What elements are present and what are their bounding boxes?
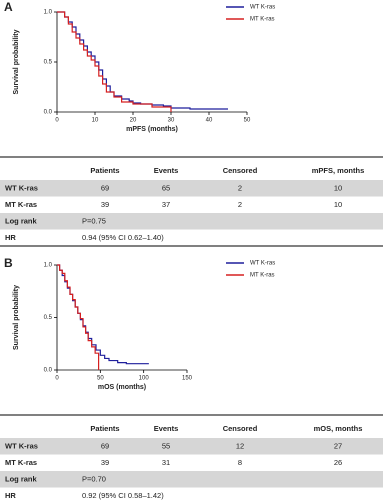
table-cell: 69 xyxy=(101,183,109,192)
x-tick-label: 150 xyxy=(182,376,193,382)
row-header: Log rank xyxy=(5,474,37,483)
x-tick-label: 0 xyxy=(55,376,59,382)
x-axis-label: mPFS (months) xyxy=(126,126,178,133)
table-cell: 2 xyxy=(238,183,242,192)
y-tick-label: 1.0 xyxy=(44,10,53,16)
x-tick-label: 30 xyxy=(168,118,175,124)
table-cell: 27 xyxy=(334,441,342,450)
x-tick-label: 50 xyxy=(97,376,104,382)
column-header: Censored xyxy=(223,424,258,433)
row-header: MT K-ras xyxy=(5,458,37,467)
y-tick-label: 0.0 xyxy=(44,110,53,116)
table-cell: 37 xyxy=(162,200,170,209)
table-cell: 55 xyxy=(162,441,170,450)
survival-curve xyxy=(57,264,149,365)
y-tick-label: 1.0 xyxy=(44,263,53,269)
table-cell: 10 xyxy=(334,200,342,209)
column-header: mPFS, months xyxy=(312,166,365,175)
row-band xyxy=(0,180,383,197)
x-axis-label: mOS (months) xyxy=(98,384,146,391)
table-cell: 26 xyxy=(334,458,342,467)
y-tick-label: 0.5 xyxy=(44,315,53,321)
table-cell: 69 xyxy=(101,441,109,450)
table-cell: 8 xyxy=(238,458,242,467)
table-cell: 2 xyxy=(238,200,242,209)
row-band xyxy=(0,471,383,488)
table-cell: 31 xyxy=(162,458,170,467)
legend-label: WT K-ras xyxy=(250,261,275,267)
y-axis-label: Survival probability xyxy=(13,285,20,350)
legend-label: WT K-ras xyxy=(250,5,275,11)
x-tick-label: 40 xyxy=(206,118,213,124)
row-header: HR xyxy=(5,233,16,242)
y-axis-label: Survival probability xyxy=(13,29,20,94)
row-header: MT K-ras xyxy=(5,200,37,209)
column-header: mOS, months xyxy=(314,424,363,433)
row-band xyxy=(0,438,383,455)
table-cell: 65 xyxy=(162,183,170,192)
table-cell: 10 xyxy=(334,183,342,192)
column-header: Events xyxy=(154,166,179,175)
column-header: Events xyxy=(154,424,179,433)
row-header: WT K-ras xyxy=(5,183,38,192)
row-header: Log rank xyxy=(5,216,37,225)
y-tick-label: 0.5 xyxy=(44,60,53,66)
column-header: Censored xyxy=(223,166,258,175)
panel-label: B xyxy=(4,256,13,270)
x-tick-label: 100 xyxy=(139,376,150,382)
table-cell: 0.94 (95% CI 0.62–1.40) xyxy=(82,233,164,242)
survival-curve xyxy=(57,11,228,110)
legend-label: MT K-ras xyxy=(250,273,275,279)
row-header: WT K-ras xyxy=(5,441,38,450)
panel-label: A xyxy=(4,0,13,14)
table-cell: 12 xyxy=(236,441,244,450)
column-header: Patients xyxy=(90,424,119,433)
table-cell: P=0.75 xyxy=(82,216,106,225)
table-cell: P=0.70 xyxy=(82,474,106,483)
table-cell: 0.92 (95% CI 0.58–1.42) xyxy=(82,491,164,500)
x-tick-label: 10 xyxy=(92,118,99,124)
x-tick-label: 50 xyxy=(244,118,251,124)
row-header: HR xyxy=(5,491,16,500)
legend-label: MT K-ras xyxy=(250,17,275,23)
table-cell: 39 xyxy=(101,458,109,467)
survival-curve xyxy=(57,264,100,370)
x-tick-label: 20 xyxy=(130,118,137,124)
x-tick-label: 0 xyxy=(55,118,59,124)
survival-curve xyxy=(57,11,172,112)
y-tick-label: 0.0 xyxy=(44,368,53,374)
table-cell: 39 xyxy=(101,200,109,209)
row-band xyxy=(0,213,383,230)
column-header: Patients xyxy=(90,166,119,175)
